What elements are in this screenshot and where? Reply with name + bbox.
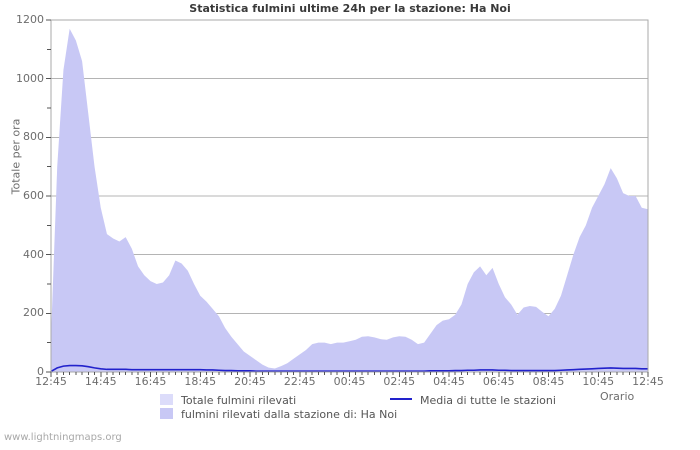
legend-item-total: Totale fulmini rilevati [160, 394, 296, 407]
y-tick-label: 1200 [16, 13, 44, 26]
y-tick-label: 800 [23, 130, 44, 144]
x-tick-label: 16:45 [134, 375, 167, 388]
x-tick-label: 14:45 [84, 375, 117, 388]
x-tick-label: 06:45 [482, 375, 515, 388]
y-tick-label: 0 [37, 365, 44, 378]
area-total-lightning [51, 28, 648, 373]
legend-label-average: Media di tutte le stazioni [420, 394, 556, 407]
x-tick-label: 20:45 [234, 375, 266, 388]
x-tick-label: 22:45 [283, 375, 316, 388]
x-tick-label: 12:45 [632, 375, 664, 388]
y-tick-label: 400 [23, 247, 44, 261]
x-tick-label: 10:45 [582, 375, 615, 388]
y-tick-label: 600 [23, 189, 44, 202]
y-tick-label: 200 [23, 306, 44, 320]
legend-item-average: Media di tutte le stazioni [390, 394, 556, 407]
legend-label-station: fulmini rilevati dalla stazione di: Ha N… [181, 408, 398, 421]
watermark: www.lightningmaps.org [4, 432, 122, 443]
x-axis-label: Orario [600, 390, 635, 403]
x-tick-label: 04:45 [433, 375, 465, 388]
chart-legend: Totale fulmini rilevati fulmini rilevati… [0, 393, 700, 423]
legend-item-station: fulmini rilevati dalla stazione di: Ha N… [160, 408, 397, 421]
page-title: Statistica fulmini ultime 24h per la sta… [189, 2, 511, 15]
legend-line-average [390, 398, 412, 400]
x-tick-label: 18:45 [184, 375, 217, 388]
x-tick-label: 12:45 [35, 375, 67, 388]
y-tick-label: 1000 [16, 71, 44, 85]
legend-label-total: Totale fulmini rilevati [181, 394, 297, 407]
x-tick-label: 02:45 [383, 375, 416, 388]
x-tick-label: 08:45 [532, 375, 565, 388]
legend-swatch-total [160, 394, 173, 405]
x-tick-label: 00:45 [333, 375, 366, 388]
line-average-all-stations [50, 364, 648, 373]
legend-swatch-station [160, 408, 173, 419]
